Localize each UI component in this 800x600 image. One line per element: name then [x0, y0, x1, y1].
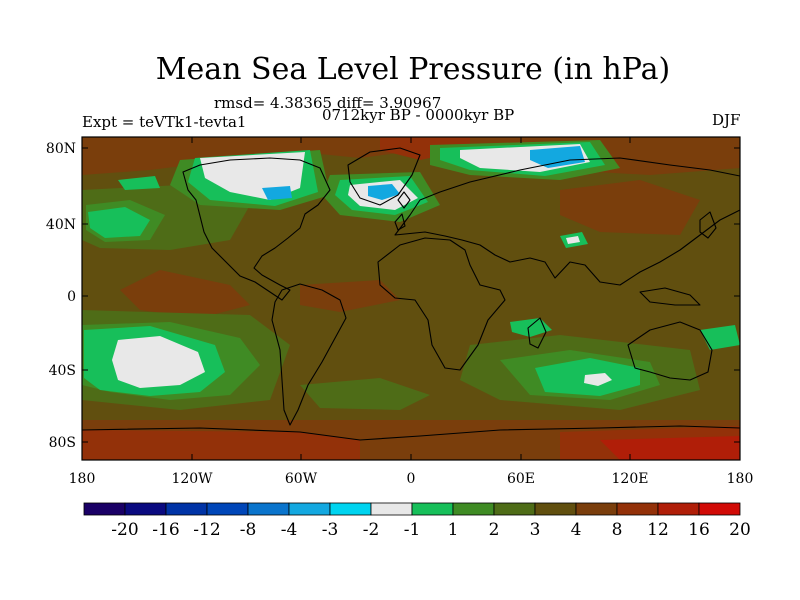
colorbar-swatch	[534, 502, 577, 516]
colorbar-swatch	[288, 502, 331, 516]
colorbar-swatch	[493, 502, 536, 516]
lat-label: 80S	[49, 435, 76, 451]
colorbar-label: 16	[688, 520, 710, 540]
lon-label: 60E	[507, 471, 535, 487]
colorbar-swatch	[657, 502, 700, 516]
eurasia-coast	[394, 157, 740, 286]
colorbar-swatch	[575, 502, 618, 516]
colorbar-label: 4	[571, 520, 582, 540]
colorbar: -20 -16 -12 -8 -4 -3 -2 -1 1 2 3 4 8 12 …	[83, 502, 751, 540]
field-pacific-green-east	[700, 325, 740, 350]
colorbar-swatch	[411, 502, 454, 516]
colorbar-label: 12	[647, 520, 669, 540]
colorbar-swatch	[165, 502, 208, 516]
colorbar-swatch	[83, 502, 126, 516]
greenland-coast	[347, 147, 421, 206]
field-south-atlantic-mid	[300, 378, 430, 410]
australia-coast	[627, 321, 713, 381]
colorbar-swatch	[698, 502, 741, 516]
coastlines	[82, 147, 740, 441]
colorbar-label: 1	[448, 520, 459, 540]
colorbar-swatch	[452, 502, 495, 516]
colorbar-label: -12	[193, 520, 220, 540]
indonesia-coast	[639, 287, 701, 306]
colorbar-label: 20	[729, 520, 751, 540]
lat-label: 40N	[46, 217, 76, 233]
colorbar-label: 8	[612, 520, 623, 540]
pressure-field	[82, 137, 740, 460]
lon-label: 180	[69, 471, 96, 487]
lon-label: 0	[407, 471, 416, 487]
colorbar-swatch	[247, 502, 290, 516]
colorbar-label: -3	[322, 520, 339, 540]
antarctica-coast	[82, 425, 740, 441]
field-greenland-cyan	[368, 184, 400, 200]
map-title: Mean Sea Level Pressure (in hPa)	[155, 52, 671, 87]
colorbar-swatch	[124, 502, 167, 516]
colorbar-label: -4	[281, 520, 298, 540]
colorbar-label: -2	[363, 520, 380, 540]
period-text: 0712kyr BP - 0000kyr BP	[322, 106, 515, 124]
field-asia-high	[560, 180, 700, 235]
experiment-text: Expt = teVTk1-tevta1	[82, 113, 247, 131]
colorbar-swatch	[329, 502, 372, 516]
lon-label: 120E	[612, 471, 649, 487]
madagascar-coast	[527, 317, 547, 349]
colorbar-label: 2	[489, 520, 500, 540]
lat-label: 0	[67, 289, 76, 305]
field-pacific-high	[120, 270, 250, 318]
field-atlantic-high	[300, 280, 400, 312]
season-text: DJF	[712, 111, 741, 129]
field-antarctic-higher	[82, 430, 360, 460]
field-north-pacific-green	[88, 207, 150, 238]
field-indian-white	[584, 373, 612, 386]
colorbar-swatch	[206, 502, 249, 516]
lat-label: 40S	[49, 363, 76, 379]
lon-label: 180	[727, 471, 754, 487]
lon-label: 120W	[171, 471, 213, 487]
field-hudson-cyan	[262, 186, 292, 200]
colorbar-label: -1	[404, 520, 421, 540]
stats-text: rmsd= 4.38365 diff= 3.90967	[214, 94, 442, 112]
south-america-coast	[271, 283, 347, 426]
latitude-ticks	[82, 147, 740, 443]
japan-coast	[699, 211, 717, 239]
longitude-ticks	[81, 137, 741, 460]
colorbar-label: -8	[240, 520, 257, 540]
north-america-coast	[182, 157, 331, 301]
field-alaska-green	[118, 176, 160, 190]
field-south-pacific-white	[112, 336, 205, 388]
colorbar-label: 3	[530, 520, 541, 540]
field-tibet-white	[566, 236, 580, 244]
iceland-coast	[397, 191, 411, 209]
colorbar-swatches	[83, 502, 741, 516]
colorbar-swatch	[616, 502, 659, 516]
colorbar-label: -16	[152, 520, 179, 540]
africa-coast	[377, 237, 506, 371]
uk-coast	[394, 213, 406, 231]
field-siberia-cyan	[530, 146, 585, 168]
colorbar-swatch	[370, 502, 413, 516]
field-antarctic-peak	[600, 436, 740, 460]
colorbar-label: -20	[111, 520, 138, 540]
lat-label: 80N	[46, 141, 76, 157]
lon-label: 60W	[285, 471, 318, 487]
